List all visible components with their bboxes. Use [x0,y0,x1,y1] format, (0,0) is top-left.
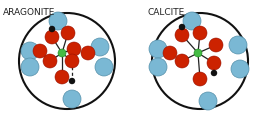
Circle shape [149,41,167,58]
Circle shape [194,50,202,57]
Circle shape [193,27,207,41]
Circle shape [21,58,39,76]
Circle shape [179,25,185,31]
Circle shape [163,47,177,60]
Circle shape [229,37,247,54]
Circle shape [91,39,109,57]
Circle shape [81,47,95,60]
Circle shape [49,27,55,33]
Circle shape [65,54,79,68]
Circle shape [55,70,69,84]
Text: ARAGONITE: ARAGONITE [3,8,55,17]
Circle shape [149,58,167,76]
Circle shape [49,13,67,31]
Circle shape [183,13,201,31]
Text: CALCITE: CALCITE [147,8,184,17]
Circle shape [67,43,81,57]
Circle shape [175,54,189,68]
Circle shape [58,50,66,57]
Circle shape [95,58,113,76]
Circle shape [63,90,81,108]
Circle shape [211,70,217,76]
Circle shape [69,78,75,84]
Circle shape [231,60,249,78]
Circle shape [21,43,39,60]
Circle shape [61,27,75,41]
Circle shape [43,54,57,68]
Circle shape [45,31,59,45]
Circle shape [193,72,207,86]
Circle shape [33,45,47,58]
Circle shape [199,92,217,110]
Circle shape [209,39,223,53]
Circle shape [207,57,221,70]
Circle shape [175,29,189,43]
